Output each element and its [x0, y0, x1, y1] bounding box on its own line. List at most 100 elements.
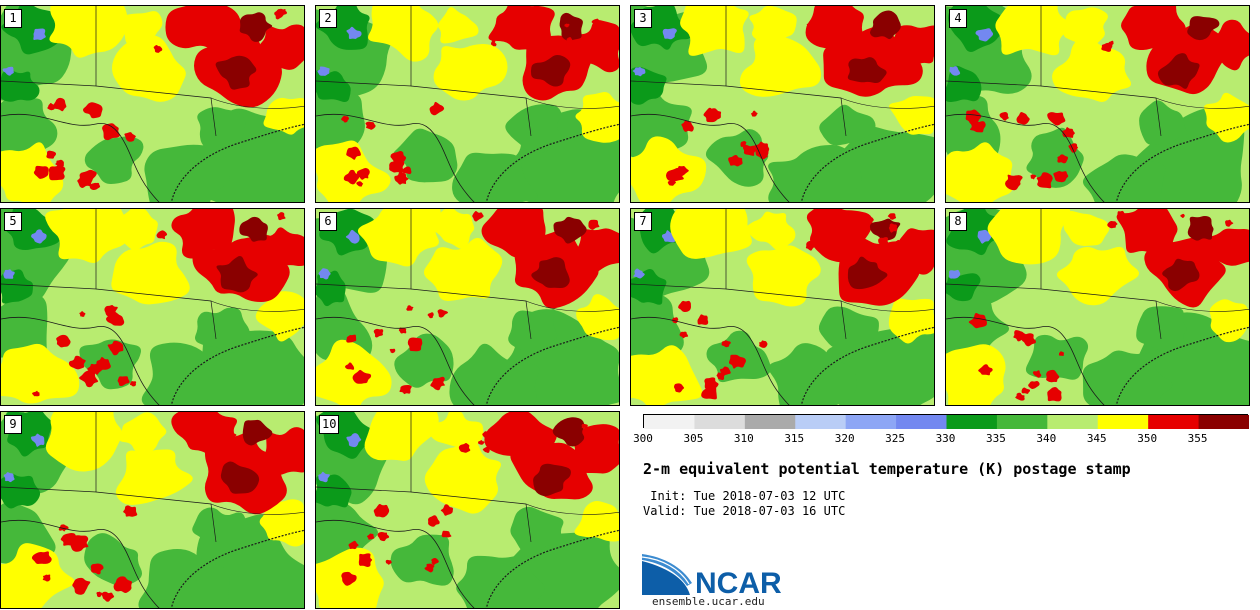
- member-stamp-5: 5: [0, 208, 305, 406]
- red-spot: [1101, 42, 1113, 52]
- red-spot: [1005, 174, 1023, 191]
- yellow-region: [745, 211, 796, 251]
- yellow-region: [433, 43, 508, 101]
- red-spot: [79, 369, 99, 388]
- member-map: [631, 6, 934, 202]
- dark-green-region: [316, 474, 352, 508]
- red-spot: [230, 433, 237, 438]
- red-spot: [42, 574, 51, 582]
- red-spot: [895, 239, 904, 246]
- state-boundary: [840, 97, 934, 109]
- blue-patch: [2, 66, 14, 76]
- red-region: [572, 424, 619, 474]
- red-spot: [107, 340, 124, 356]
- red-region: [568, 20, 619, 73]
- yellow-region: [631, 345, 703, 405]
- dark-red-region: [533, 463, 571, 497]
- red-spot: [430, 376, 445, 391]
- green-region: [144, 144, 230, 202]
- yellow-region: [746, 245, 821, 307]
- init-time: Init: Tue 2018-07-03 12 UTC: [643, 489, 846, 503]
- red-spot: [394, 171, 409, 185]
- red-spot: [564, 23, 570, 28]
- coastline: [485, 123, 619, 202]
- yellow-region: [1056, 246, 1140, 306]
- state-boundary: [210, 300, 304, 312]
- border-line: [631, 316, 790, 405]
- red-spot: [697, 314, 709, 325]
- yellow-region: [316, 339, 392, 405]
- yellow-region: [115, 449, 193, 505]
- yellow-region: [263, 97, 304, 135]
- yellow-region: [1209, 299, 1249, 343]
- red-spot: [173, 220, 177, 225]
- dark-green-region: [1, 473, 41, 509]
- red-spot: [1053, 171, 1069, 183]
- yellow-region: [423, 237, 503, 301]
- green-region: [1025, 334, 1089, 380]
- dark-green-region: [316, 70, 351, 102]
- member-map: [631, 209, 934, 405]
- yellow-region: [111, 241, 190, 305]
- yellow-region: [45, 209, 131, 263]
- red-spot: [48, 165, 66, 181]
- red-spot: [1021, 387, 1031, 394]
- red-spot: [704, 377, 719, 390]
- dark-green-region: [946, 273, 981, 302]
- red-spot: [400, 166, 412, 175]
- red-spot: [1021, 333, 1036, 347]
- red-region: [165, 6, 243, 52]
- red-spot: [281, 443, 289, 452]
- border-line: [1, 316, 160, 405]
- yellow-region: [364, 412, 439, 461]
- state-boundary: [210, 97, 304, 109]
- coastline: [800, 326, 934, 405]
- ncar-url[interactable]: ensemble.ucar.edu: [652, 595, 765, 608]
- yellow-region: [575, 92, 619, 143]
- red-spot: [341, 115, 350, 123]
- red-spot: [278, 8, 288, 15]
- border-line: [1, 519, 160, 608]
- red-spot: [593, 240, 601, 246]
- red-spot: [72, 577, 91, 595]
- red-spot: [406, 305, 414, 311]
- coastline: [485, 326, 619, 405]
- red-spot: [80, 169, 97, 183]
- red-spot: [1225, 219, 1234, 227]
- yellow-region: [987, 209, 1071, 265]
- red-spot: [90, 563, 104, 575]
- red-spot: [1145, 214, 1150, 218]
- red-spot: [429, 101, 445, 116]
- green-region: [768, 144, 862, 202]
- member-stamp-6: 6: [315, 208, 620, 406]
- red-spot: [215, 45, 224, 53]
- border-line: [946, 113, 1105, 202]
- plot-title: 2-m equivalent potential temperature (K)…: [643, 460, 1131, 478]
- red-spot: [389, 348, 396, 354]
- svg-text:NCAR: NCAR: [695, 567, 782, 597]
- blue-patch: [632, 67, 646, 77]
- red-spot: [106, 311, 125, 326]
- yellow-region: [259, 499, 304, 547]
- member-map: [1, 209, 304, 405]
- yellow-region: [995, 6, 1074, 56]
- green-region: [390, 534, 454, 586]
- red-spot: [528, 226, 540, 237]
- red-spot: [970, 121, 986, 133]
- green-region: [316, 286, 373, 363]
- dark-red-region: [530, 54, 571, 87]
- red-spot: [68, 355, 86, 370]
- dark-red-region: [239, 216, 268, 242]
- member-stamp-10: 10: [315, 411, 620, 609]
- green-region: [768, 343, 857, 405]
- red-spot: [999, 111, 1009, 121]
- colorbar-tick-label: 335: [985, 432, 1006, 445]
- blue-patch: [31, 229, 47, 244]
- red-spot: [1036, 172, 1053, 189]
- yellow-region: [576, 294, 619, 341]
- red-spot: [1028, 380, 1040, 389]
- red-spot: [849, 38, 853, 43]
- member-stamp-3: 3: [630, 5, 935, 203]
- red-spot: [31, 551, 52, 564]
- green-region: [449, 343, 540, 405]
